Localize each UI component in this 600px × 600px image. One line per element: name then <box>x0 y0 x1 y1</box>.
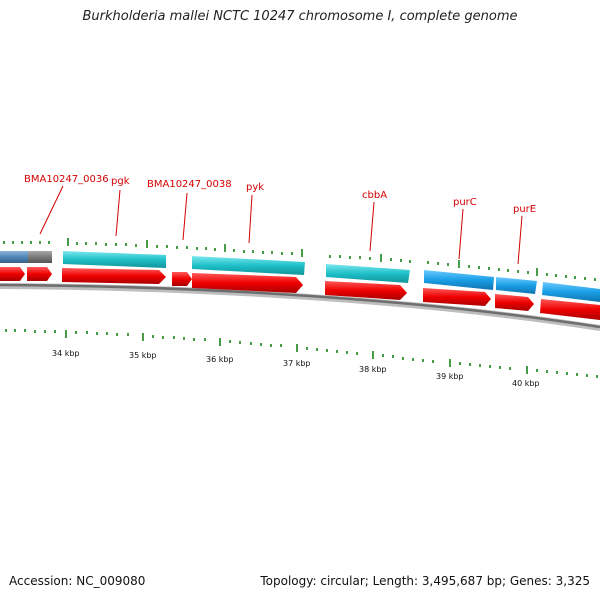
gene-block <box>192 256 305 275</box>
kbp-label: 38 kbp <box>359 365 387 374</box>
gene-label: pgk <box>111 176 130 187</box>
gene-label: pyk <box>246 182 264 193</box>
backbone-track-line <box>0 283 600 329</box>
kbp-label: 39 kbp <box>436 372 464 381</box>
gene-arrow <box>172 272 192 286</box>
gene-block <box>424 270 494 290</box>
gene-label: cbbA <box>362 190 387 201</box>
kbp-label: 37 kbp <box>283 359 311 368</box>
lower-ticks <box>5 329 598 378</box>
gene-label: BMA10247_0036 <box>24 174 109 185</box>
gene-arrow <box>0 267 25 281</box>
kbp-label: 34 kbp <box>52 349 80 358</box>
kbp-labels: 34 kbp 35 kbp 36 kbp 37 kbp 38 kbp 39 kb… <box>52 349 540 388</box>
gene-block <box>0 251 28 263</box>
gene-arrow <box>540 299 600 320</box>
gene-arrow <box>27 267 52 281</box>
gene-label: BMA10247_0038 <box>147 179 232 190</box>
genome-summary-text: Topology: circular; Length: 3,495,687 bp… <box>260 574 590 588</box>
kbp-label: 36 kbp <box>206 355 234 364</box>
accession-text: Accession: NC_009080 <box>9 574 146 588</box>
gene-block <box>28 251 52 263</box>
kbp-label: 40 kbp <box>512 379 540 388</box>
upper-ticks <box>3 238 596 281</box>
gene-label: purE <box>513 204 536 215</box>
gene-arrow <box>495 294 534 311</box>
gene-block <box>496 277 537 294</box>
kbp-label: 35 kbp <box>129 351 157 360</box>
gene-block <box>326 264 410 283</box>
gene-arrow <box>325 281 407 300</box>
gene-arrow <box>423 288 491 306</box>
forward-strand-genes <box>0 251 600 302</box>
reverse-strand-genes <box>0 267 600 320</box>
gene-labels: BMA10247_0036 pgk BMA10247_0038 pyk cbbA… <box>24 174 536 215</box>
gene-block <box>542 282 600 302</box>
map-title: Burkholderia mallei NCTC 10247 chromosom… <box>82 9 518 24</box>
gene-arrow <box>62 268 166 284</box>
gene-label: purC <box>453 197 477 208</box>
gene-block <box>63 251 166 268</box>
gene-label-leaders <box>39 185 523 265</box>
gene-arrow <box>192 273 303 293</box>
